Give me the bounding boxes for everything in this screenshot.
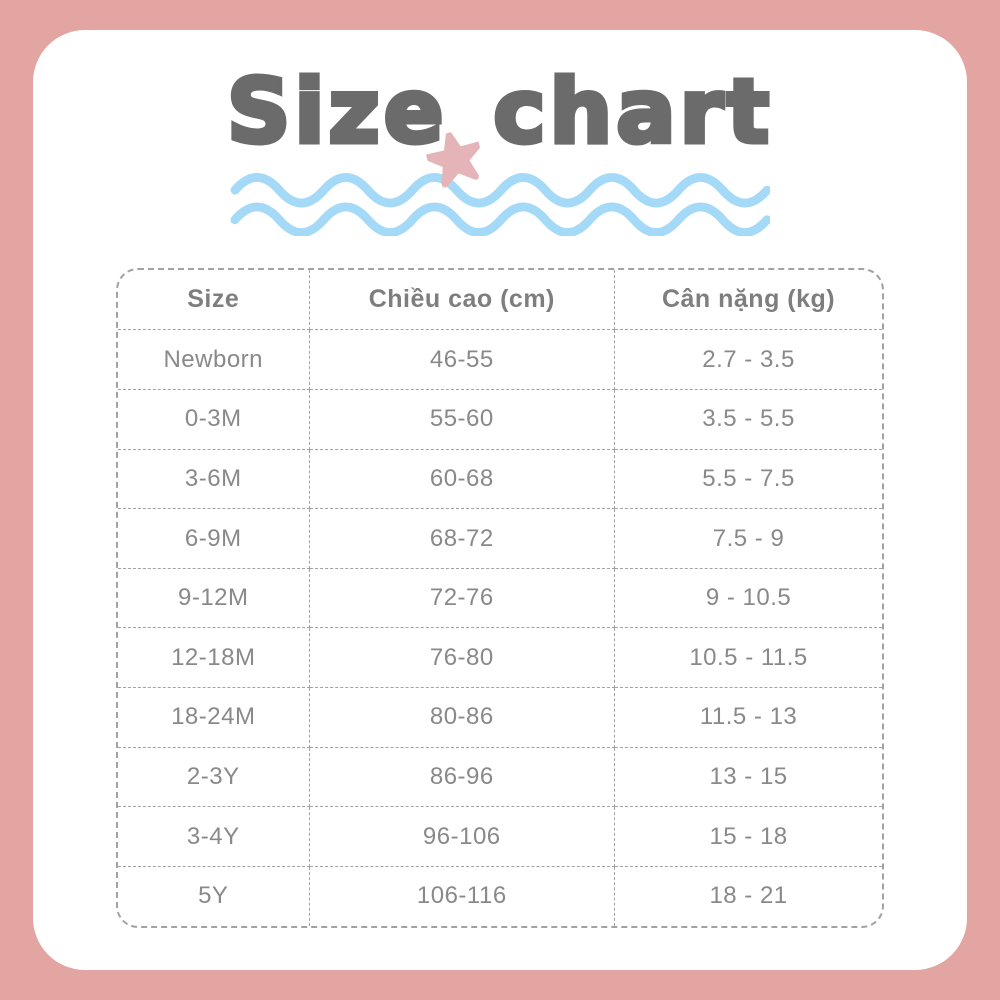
table-row: 6-9M 68-72 7.5 - 9	[118, 508, 882, 569]
table-cell: Newborn	[118, 329, 310, 391]
table-cell: 86-96	[308, 746, 616, 808]
table-cell: 15 - 18	[614, 806, 882, 867]
table-cell: 13 - 15	[614, 746, 882, 808]
column-header-weight: Cân nặng (kg)	[614, 270, 882, 331]
table-row: 9-12M 72-76 9 - 10.5	[118, 567, 882, 629]
title-word-size: Size	[224, 60, 448, 163]
table-cell: 18 - 21	[614, 865, 882, 926]
column-header-height: Chiều cao (cm)	[308, 270, 616, 331]
table-row: 5Y 106-116 18 - 21	[118, 865, 882, 926]
table-row: 3-4Y 96-106 15 - 18	[118, 806, 882, 867]
table-row: 0-3M 55-60 3.5 - 5.5	[118, 389, 882, 450]
table-cell: 9-12M	[118, 567, 310, 629]
size-table-body: Newborn 46-55 2.7 - 3.5 0-3M 55-60 3.5 - 5.5 3…	[118, 329, 882, 926]
table-cell: 0-3M	[118, 389, 310, 450]
table-cell: 55-60	[308, 389, 616, 450]
table-cell: 72-76	[308, 567, 616, 629]
table-cell: 106-116	[308, 865, 616, 926]
size-table-container: Size Chiều cao (cm) Cân nặng (kg) Newbor…	[116, 268, 884, 928]
table-cell: 3-4Y	[118, 806, 310, 867]
table-row: 18-24M 80-86 11.5 - 13	[118, 687, 882, 748]
table-cell: 9 - 10.5	[614, 567, 882, 629]
table-cell: 12-18M	[118, 627, 310, 689]
table-cell: 3.5 - 5.5	[614, 389, 882, 450]
table-cell: 6-9M	[118, 508, 310, 569]
table-cell: 96-106	[308, 806, 616, 867]
table-cell: 2.7 - 3.5	[614, 329, 882, 391]
table-row: 3-6M 60-68 5.5 - 7.5	[118, 448, 882, 510]
table-cell: 5.5 - 7.5	[614, 448, 882, 510]
table-cell: 5Y	[118, 865, 310, 926]
table-cell: 68-72	[308, 508, 616, 569]
table-cell: 80-86	[308, 687, 616, 748]
table-cell: 2-3Y	[118, 746, 310, 808]
table-header-row: Size Chiều cao (cm) Cân nặng (kg)	[118, 270, 882, 331]
size-chart-card: Size chart Size Chiều cao (cm) Cân nặng (…	[33, 30, 967, 970]
table-cell: 18-24M	[118, 687, 310, 748]
page-title: Size chart	[200, 63, 800, 188]
star-icon	[424, 131, 482, 188]
table-cell: 46-55	[308, 329, 616, 391]
table-cell: 76-80	[308, 627, 616, 689]
title-word-chart: chart	[491, 60, 774, 163]
table-cell: 10.5 - 11.5	[614, 627, 882, 689]
table-cell: 7.5 - 9	[614, 508, 882, 569]
table-cell: 11.5 - 13	[614, 687, 882, 748]
waves-icon	[230, 173, 770, 237]
table-row: 2-3Y 86-96 13 - 15	[118, 746, 882, 808]
table-cell: 3-6M	[118, 448, 310, 510]
size-table: Size Chiều cao (cm) Cân nặng (kg) Newbor…	[118, 270, 882, 926]
table-row: Newborn 46-55 2.7 - 3.5	[118, 329, 882, 391]
table-row: 12-18M 76-80 10.5 - 11.5	[118, 627, 882, 689]
column-header-size: Size	[118, 270, 310, 331]
table-cell: 60-68	[308, 448, 616, 510]
